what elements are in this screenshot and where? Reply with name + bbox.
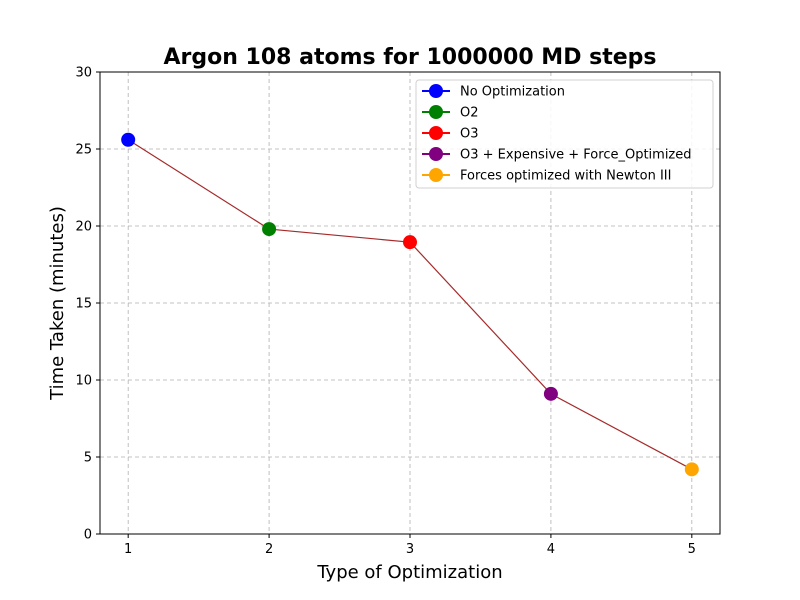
y-tick-label: 20 <box>75 220 92 235</box>
legend-marker <box>429 147 443 161</box>
y-tick-label: 15 <box>75 297 92 312</box>
legend-box <box>415 79 714 189</box>
y-axis-label: Time Taken (minutes) <box>47 206 68 401</box>
legend-marker <box>429 126 443 140</box>
data-point <box>543 386 558 401</box>
y-tick-label: 25 <box>75 143 92 158</box>
data-point <box>684 462 699 477</box>
x-tick-label: 3 <box>406 542 414 557</box>
legend-marker <box>429 84 443 98</box>
y-tick-label: 5 <box>84 451 92 466</box>
legend-label: O3 + Expensive + Force_Optimized <box>460 148 692 163</box>
data-points <box>121 132 699 477</box>
legend-label: O2 <box>460 106 479 121</box>
x-tick-label: 5 <box>688 542 696 557</box>
y-tick-label: 30 <box>75 66 92 81</box>
chart-title: Argon 108 atoms for 1000000 MD steps <box>164 45 657 70</box>
x-tick-label: 4 <box>547 542 555 557</box>
data-point <box>403 235 417 250</box>
ticks: 1 2 3 4 5 0 5 10 15 20 25 30 <box>75 66 696 558</box>
legend: No Optimization O2 O3 O3 + Expensive + Forc… <box>415 79 714 189</box>
legend-label: No Optimization <box>460 85 565 100</box>
x-axis-label: Type of Optimization <box>316 562 502 583</box>
data-point <box>262 222 277 237</box>
y-tick-label: 0 <box>84 528 92 543</box>
legend-marker <box>429 105 443 119</box>
legend-label: Forces optimized with Newton III <box>460 169 671 184</box>
y-tick-label: 10 <box>75 374 92 389</box>
data-point <box>121 132 136 147</box>
x-tick-label: 1 <box>124 542 132 557</box>
legend-marker <box>429 168 443 182</box>
legend-label: O3 <box>460 127 479 142</box>
x-tick-label: 2 <box>265 542 273 557</box>
